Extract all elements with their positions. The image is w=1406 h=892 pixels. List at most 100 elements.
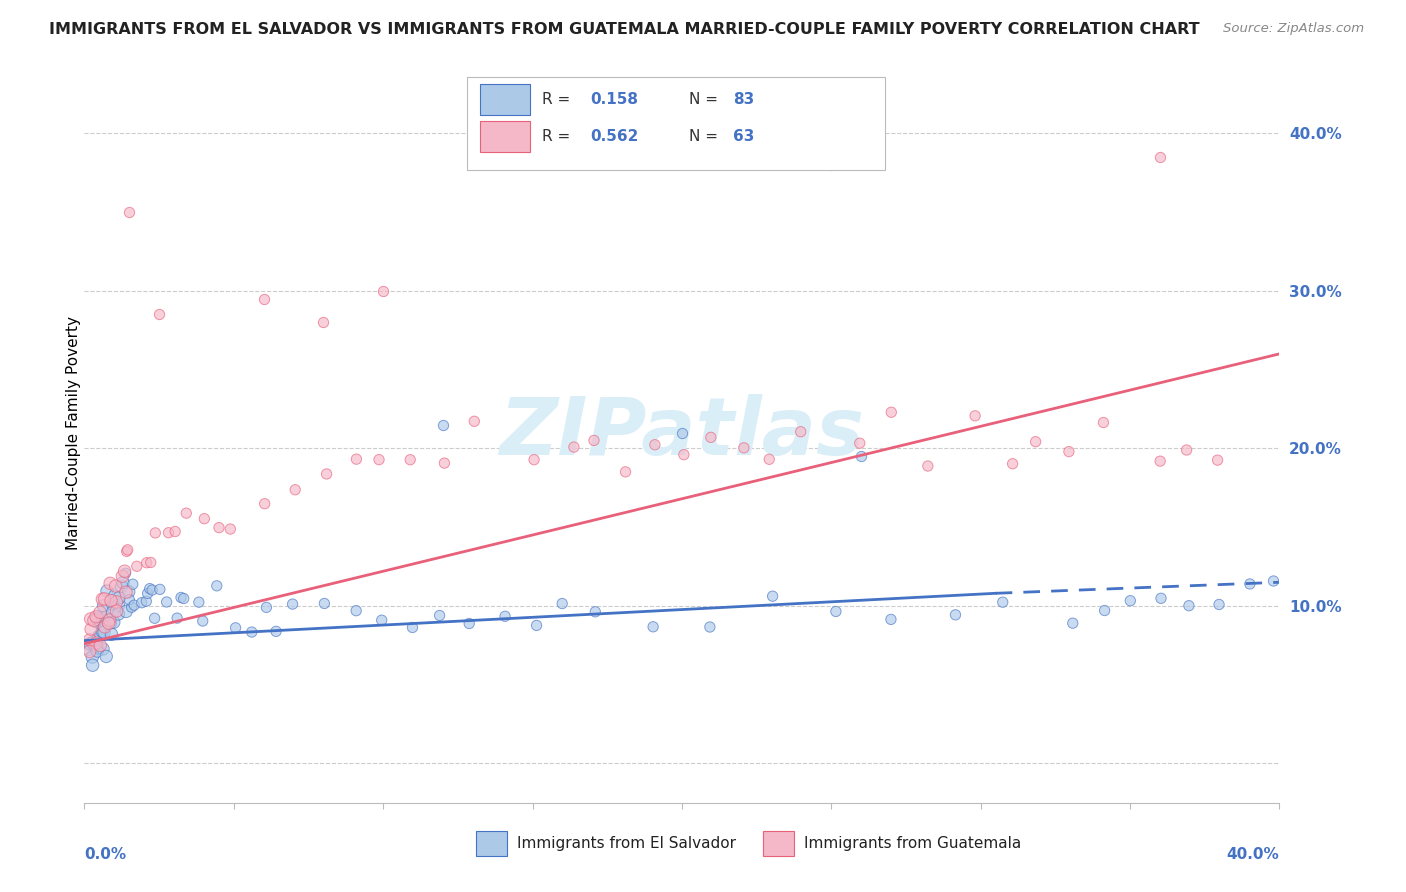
Text: 0.562: 0.562 <box>591 129 638 144</box>
Point <box>107 599 129 613</box>
Point <box>1175 442 1198 457</box>
Point <box>101 598 124 612</box>
Point <box>1150 591 1173 606</box>
Point <box>103 615 125 630</box>
Point <box>671 425 693 440</box>
Point <box>101 606 124 620</box>
Point <box>82 658 104 673</box>
FancyBboxPatch shape <box>479 84 530 115</box>
Point <box>156 595 179 609</box>
Point <box>583 605 606 619</box>
Point <box>98 576 121 591</box>
Point <box>672 448 695 462</box>
Point <box>219 522 242 536</box>
Point <box>135 556 157 570</box>
Point <box>94 620 117 634</box>
Point <box>945 607 967 622</box>
Point <box>98 613 121 627</box>
Point <box>105 604 128 618</box>
Point <box>100 593 122 607</box>
Point <box>118 205 141 219</box>
Point <box>90 610 112 624</box>
Point <box>165 524 187 539</box>
Point <box>82 650 104 665</box>
Point <box>79 612 101 626</box>
Point <box>1092 416 1115 430</box>
Point <box>91 641 114 656</box>
Point <box>644 438 666 452</box>
Point <box>157 525 180 540</box>
Point <box>253 292 276 306</box>
Point <box>315 467 337 481</box>
Point <box>89 605 111 619</box>
Point <box>1208 598 1230 612</box>
Text: 0.0%: 0.0% <box>84 847 127 863</box>
Point <box>191 614 214 628</box>
Point <box>1149 454 1171 468</box>
Point <box>789 425 811 439</box>
Point <box>700 430 723 444</box>
Point <box>121 600 143 615</box>
Point <box>148 308 170 322</box>
Point <box>917 458 939 473</box>
Point <box>225 621 247 635</box>
Point <box>254 600 277 615</box>
Point <box>91 624 114 639</box>
Y-axis label: Married-Couple Family Poverty: Married-Couple Family Poverty <box>66 316 80 549</box>
Point <box>433 456 456 470</box>
Point <box>523 452 546 467</box>
Text: ZIPatlas: ZIPatlas <box>499 393 865 472</box>
Point <box>825 604 848 618</box>
Point <box>89 639 111 653</box>
Point <box>97 616 120 631</box>
Point <box>643 620 665 634</box>
Point <box>100 615 122 630</box>
Point <box>1178 599 1201 613</box>
Point <box>253 497 276 511</box>
Point <box>205 579 228 593</box>
Point <box>314 597 336 611</box>
Point <box>1001 457 1024 471</box>
Point <box>93 591 115 606</box>
Point <box>173 591 195 606</box>
Point <box>143 525 166 540</box>
Point <box>149 582 172 597</box>
FancyBboxPatch shape <box>479 121 530 152</box>
Text: IMMIGRANTS FROM EL SALVADOR VS IMMIGRANTS FROM GUATEMALA MARRIED-COUPLE FAMILY P: IMMIGRANTS FROM EL SALVADOR VS IMMIGRANT… <box>49 22 1199 37</box>
FancyBboxPatch shape <box>763 831 794 856</box>
Point <box>368 452 391 467</box>
Point <box>187 595 209 609</box>
FancyBboxPatch shape <box>477 831 508 856</box>
Point <box>399 452 422 467</box>
Point <box>100 627 122 641</box>
Text: N =: N = <box>689 92 723 107</box>
Point <box>281 597 304 611</box>
Text: Immigrants from El Salvador: Immigrants from El Salvador <box>517 836 735 851</box>
Point <box>87 640 110 655</box>
Point <box>107 607 129 621</box>
Point <box>115 585 138 599</box>
Point <box>880 405 903 419</box>
Point <box>84 639 107 653</box>
Point <box>87 615 110 630</box>
Point <box>820 158 842 172</box>
Point <box>494 609 516 624</box>
Point <box>1062 616 1084 631</box>
Point <box>991 595 1014 609</box>
Point <box>848 436 870 450</box>
Point <box>86 612 108 626</box>
Point <box>1094 603 1116 617</box>
Text: 63: 63 <box>734 129 755 144</box>
Point <box>117 542 139 557</box>
Text: 83: 83 <box>734 92 755 107</box>
Point <box>91 592 114 607</box>
Point <box>96 584 118 599</box>
Point <box>463 414 485 428</box>
Point <box>312 315 335 329</box>
Point <box>166 611 188 625</box>
Point <box>1206 453 1229 467</box>
Point <box>1149 150 1171 164</box>
Point <box>93 625 115 640</box>
Point <box>582 434 605 448</box>
Point <box>114 564 136 578</box>
